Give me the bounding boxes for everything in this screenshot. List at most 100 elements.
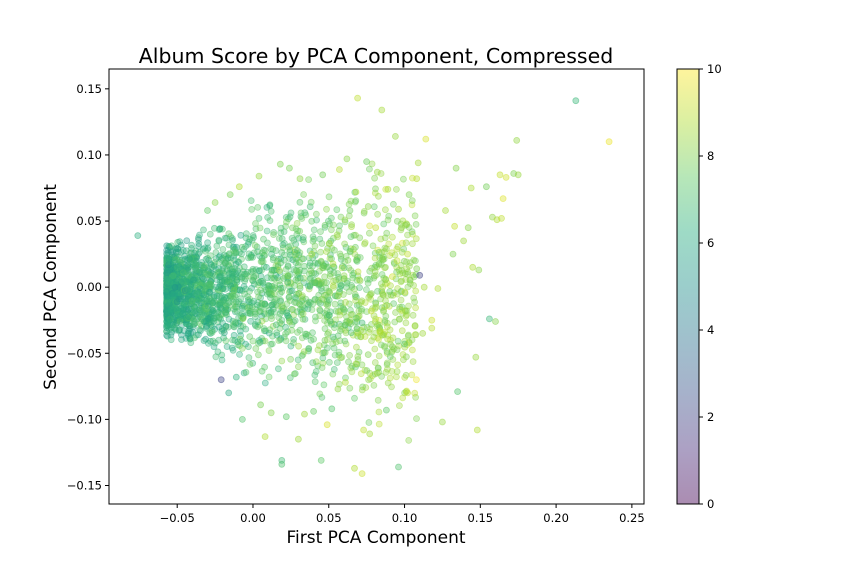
scatter-point (308, 269, 316, 277)
scatter-point (265, 282, 273, 290)
scatter-point (387, 282, 394, 290)
scatter-point (168, 298, 176, 306)
scatter-point (312, 368, 320, 375)
scatter-point (319, 349, 327, 357)
scatter-point (196, 281, 204, 289)
scatter-point (203, 310, 211, 318)
scatter-point (219, 298, 227, 306)
scatter-point (164, 276, 172, 284)
scatter-point (261, 337, 269, 345)
scatter-point (413, 415, 420, 423)
scatter-point (298, 352, 306, 360)
scatter-point (177, 308, 185, 316)
scatter-point (188, 300, 196, 308)
scatter-point (398, 267, 406, 274)
scatter-point (371, 254, 379, 262)
scatter-point (223, 278, 231, 285)
scatter-point (292, 255, 300, 263)
scatter-point (388, 367, 396, 375)
scatter-point (198, 279, 205, 287)
scatter-point (482, 183, 490, 191)
scatter-point (409, 230, 416, 238)
scatter-point (187, 263, 195, 271)
scatter-point (513, 136, 521, 144)
scatter-point (271, 275, 279, 282)
scatter-point (163, 261, 171, 269)
scatter-point (229, 295, 237, 303)
scatter-point (166, 269, 174, 277)
scatter-point (382, 368, 390, 376)
scatter-point (331, 292, 339, 300)
scatter-point (188, 241, 196, 249)
scatter-point (325, 296, 333, 304)
scatter-point (381, 303, 389, 311)
scatter-point (185, 322, 193, 330)
scatter-point (163, 286, 171, 294)
scatter-point (229, 298, 237, 306)
scatter-point (342, 318, 350, 326)
scatter-point (228, 274, 236, 282)
scatter-point (177, 269, 185, 277)
scatter-point (168, 298, 176, 306)
scatter-point (171, 281, 179, 289)
scatter-point (163, 282, 171, 290)
y-tick-label: 0.00 (76, 280, 102, 294)
scatter-point (411, 298, 419, 306)
scatter-point (311, 251, 319, 259)
scatter-point (163, 290, 171, 298)
scatter-point (311, 279, 319, 287)
scatter-point (167, 304, 175, 312)
scatter-point (361, 240, 368, 248)
scatter-point (310, 335, 318, 343)
scatter-point (341, 258, 349, 266)
scatter-point (174, 283, 182, 291)
scatter-point (337, 302, 345, 310)
scatter-point (206, 271, 214, 278)
scatter-point (336, 327, 344, 335)
scatter-point (185, 313, 192, 321)
scatter-point (217, 271, 224, 279)
scatter-point (335, 320, 343, 328)
scatter-point (408, 240, 416, 248)
scatter-point (322, 300, 330, 308)
scatter-point (272, 262, 280, 270)
scatter-point (262, 263, 270, 271)
scatter-point (382, 276, 389, 284)
scatter-point (231, 292, 239, 300)
scatter-point (170, 265, 177, 273)
scatter-point (428, 316, 436, 324)
scatter-point (244, 240, 252, 248)
scatter-point (338, 325, 345, 333)
scatter-point (168, 277, 176, 285)
scatter-point (222, 252, 230, 260)
scatter-point (316, 390, 324, 398)
scatter-point (286, 255, 294, 263)
scatter-point (306, 274, 314, 282)
scatter-point (187, 292, 195, 300)
scatter-point (373, 369, 381, 377)
scatter-point (203, 285, 211, 293)
scatter-point (353, 257, 361, 265)
scatter-point (314, 362, 322, 370)
scatter-point (266, 202, 274, 210)
scatter-point (216, 225, 224, 233)
scatter-point (280, 239, 288, 247)
scatter-point (301, 209, 309, 217)
scatter-point (383, 301, 391, 309)
scatter-point (192, 286, 200, 294)
scatter-point (231, 285, 239, 292)
scatter-point (416, 271, 424, 279)
scatter-point (380, 306, 388, 314)
scatter-point (183, 278, 190, 286)
scatter-point (242, 368, 250, 376)
scatter-point (355, 348, 363, 356)
scatter-point (405, 436, 413, 444)
scatter-point (220, 329, 228, 337)
scatter-point (382, 245, 390, 253)
scatter-point (196, 295, 204, 303)
scatter-point (345, 300, 353, 308)
scatter-point (349, 274, 357, 282)
scatter-point (291, 293, 299, 301)
scatter-point (321, 349, 329, 357)
scatter-point (341, 216, 349, 224)
